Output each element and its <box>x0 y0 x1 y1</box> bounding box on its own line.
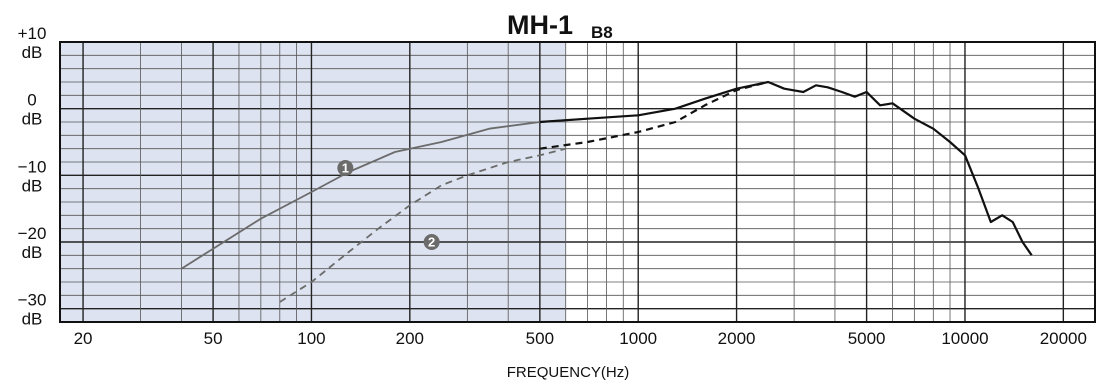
x-tick-label: 200 <box>396 329 424 348</box>
x-tick-label: 100 <box>297 329 325 348</box>
y-tick-label: −30 <box>18 291 47 310</box>
y-tick-unit: dB <box>22 243 43 262</box>
x-axis-label: FREQUENCY(Hz) <box>507 364 630 381</box>
y-tick-unit: dB <box>22 43 43 62</box>
x-tick-label: 10000 <box>941 329 988 348</box>
series-line-4 <box>540 82 768 149</box>
chart-title: MH-1 <box>507 10 573 40</box>
x-tick-label: 1000 <box>619 329 657 348</box>
x-tick-label: 500 <box>526 329 554 348</box>
y-tick-unit: dB <box>22 310 43 329</box>
series-marker-label-1: 1 <box>342 161 349 176</box>
y-tick-label: −10 <box>18 157 47 176</box>
y-tick-label: 0 <box>27 91 36 110</box>
y-tick-unit: dB <box>22 110 43 129</box>
x-axis-ticks: 20 50 100 200 500 1000 2000 5000 10000 20000 <box>74 329 1087 348</box>
y-tick-label: +10 <box>18 24 47 43</box>
y-tick-label: −20 <box>18 224 47 243</box>
series-marker-label-2: 2 <box>428 235 435 250</box>
x-tick-label: 5000 <box>848 329 886 348</box>
x-tick-label: 2000 <box>718 329 756 348</box>
x-tick-label: 20000 <box>1040 329 1087 348</box>
x-tick-label: 50 <box>204 329 223 348</box>
y-tick-unit: dB <box>22 176 43 195</box>
chart-subtitle: B8 <box>591 23 613 42</box>
x-tick-label: 20 <box>74 329 93 348</box>
